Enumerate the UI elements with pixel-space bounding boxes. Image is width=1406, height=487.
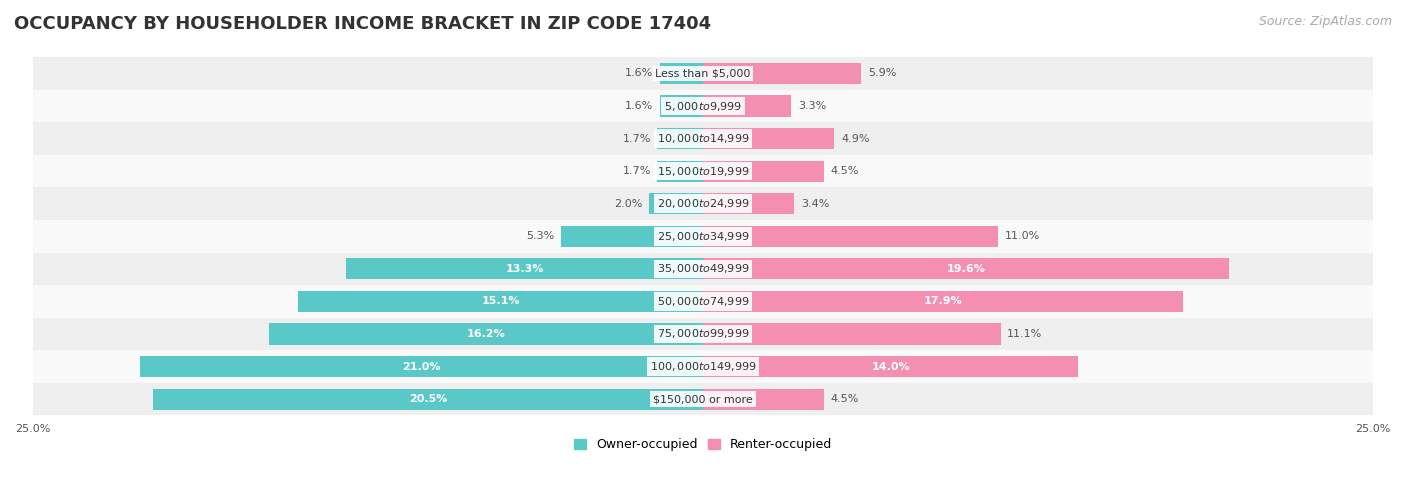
Bar bbox=[346, 258, 703, 280]
Bar bbox=[32, 187, 1374, 220]
Bar bbox=[32, 155, 1374, 187]
Legend: Owner-occupied, Renter-occupied: Owner-occupied, Renter-occupied bbox=[568, 433, 838, 456]
Text: 15.1%: 15.1% bbox=[481, 297, 520, 306]
Text: 1.7%: 1.7% bbox=[623, 166, 651, 176]
Bar bbox=[298, 291, 703, 312]
Bar bbox=[561, 225, 703, 247]
Bar bbox=[32, 57, 1374, 90]
Text: 1.6%: 1.6% bbox=[626, 101, 654, 111]
Bar bbox=[32, 90, 1374, 122]
Text: $25,000 to $34,999: $25,000 to $34,999 bbox=[657, 230, 749, 243]
Text: $15,000 to $19,999: $15,000 to $19,999 bbox=[657, 165, 749, 178]
Bar bbox=[703, 356, 1078, 377]
Text: 4.5%: 4.5% bbox=[831, 394, 859, 404]
Bar bbox=[703, 63, 862, 84]
Text: 14.0%: 14.0% bbox=[872, 361, 910, 372]
Bar bbox=[703, 291, 1182, 312]
Bar bbox=[703, 225, 998, 247]
Text: 11.0%: 11.0% bbox=[1005, 231, 1040, 241]
Text: 1.6%: 1.6% bbox=[626, 69, 654, 78]
Bar bbox=[32, 285, 1374, 318]
Bar bbox=[153, 389, 703, 410]
Bar bbox=[659, 63, 703, 84]
Bar bbox=[32, 253, 1374, 285]
Text: 11.1%: 11.1% bbox=[1007, 329, 1043, 339]
Text: Source: ZipAtlas.com: Source: ZipAtlas.com bbox=[1258, 15, 1392, 28]
Bar bbox=[650, 193, 703, 214]
Bar bbox=[658, 128, 703, 149]
Bar bbox=[658, 161, 703, 182]
Bar bbox=[32, 122, 1374, 155]
Text: 4.9%: 4.9% bbox=[841, 133, 869, 144]
Bar bbox=[32, 350, 1374, 383]
Text: 4.5%: 4.5% bbox=[831, 166, 859, 176]
Bar bbox=[703, 161, 824, 182]
Text: $50,000 to $74,999: $50,000 to $74,999 bbox=[657, 295, 749, 308]
Bar bbox=[32, 318, 1374, 350]
Text: 13.3%: 13.3% bbox=[506, 264, 544, 274]
Text: 5.9%: 5.9% bbox=[868, 69, 896, 78]
Bar bbox=[141, 356, 703, 377]
Bar bbox=[703, 128, 834, 149]
Text: $100,000 to $149,999: $100,000 to $149,999 bbox=[650, 360, 756, 373]
Bar bbox=[269, 323, 703, 345]
Text: $150,000 or more: $150,000 or more bbox=[654, 394, 752, 404]
Text: $35,000 to $49,999: $35,000 to $49,999 bbox=[657, 262, 749, 275]
Text: 2.0%: 2.0% bbox=[614, 199, 643, 209]
Text: 3.3%: 3.3% bbox=[799, 101, 827, 111]
Text: Less than $5,000: Less than $5,000 bbox=[655, 69, 751, 78]
Text: 5.3%: 5.3% bbox=[526, 231, 554, 241]
Bar bbox=[703, 95, 792, 117]
Bar bbox=[703, 323, 1001, 345]
Text: $5,000 to $9,999: $5,000 to $9,999 bbox=[664, 99, 742, 112]
Bar bbox=[703, 389, 824, 410]
Text: 1.7%: 1.7% bbox=[623, 133, 651, 144]
Text: $75,000 to $99,999: $75,000 to $99,999 bbox=[657, 327, 749, 340]
Text: $20,000 to $24,999: $20,000 to $24,999 bbox=[657, 197, 749, 210]
Text: 21.0%: 21.0% bbox=[402, 361, 440, 372]
Text: 19.6%: 19.6% bbox=[946, 264, 986, 274]
Text: 16.2%: 16.2% bbox=[467, 329, 505, 339]
Text: $10,000 to $14,999: $10,000 to $14,999 bbox=[657, 132, 749, 145]
Text: 17.9%: 17.9% bbox=[924, 297, 962, 306]
Bar bbox=[32, 220, 1374, 253]
Text: OCCUPANCY BY HOUSEHOLDER INCOME BRACKET IN ZIP CODE 17404: OCCUPANCY BY HOUSEHOLDER INCOME BRACKET … bbox=[14, 15, 711, 33]
Bar bbox=[32, 383, 1374, 415]
Bar bbox=[703, 258, 1229, 280]
Bar bbox=[659, 95, 703, 117]
Text: 20.5%: 20.5% bbox=[409, 394, 447, 404]
Bar bbox=[703, 193, 794, 214]
Text: 3.4%: 3.4% bbox=[801, 199, 830, 209]
